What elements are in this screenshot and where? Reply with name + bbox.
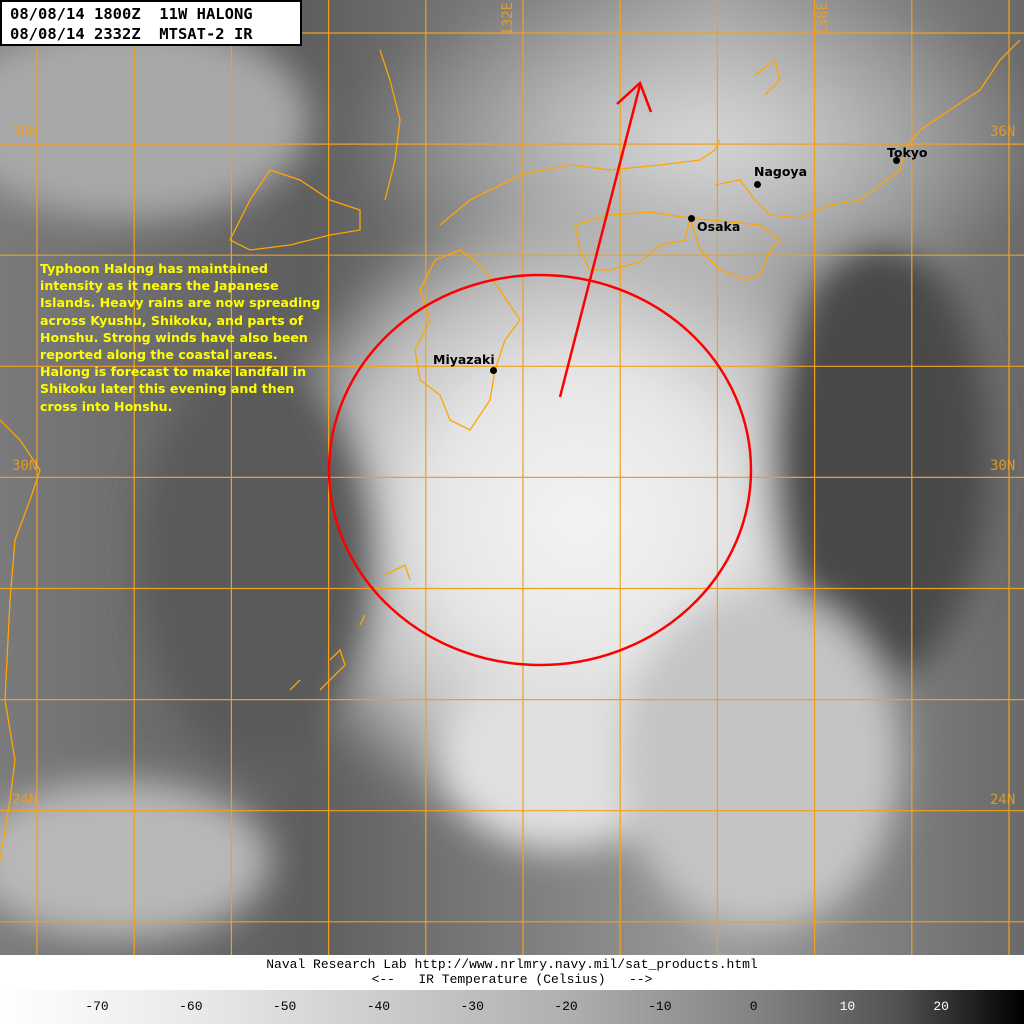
header-line-1: 08/08/14 1800Z 11W HALONG	[10, 5, 253, 23]
lon-label-138e: 138E	[815, 2, 831, 36]
storm-annotation: Typhoon Halong has maintained intensity …	[40, 261, 321, 414]
colorbar-tick-label: 10	[839, 999, 856, 1014]
colorbar-tick-label: 0	[749, 999, 758, 1014]
coastline-korea	[229, 169, 361, 251]
city-marker-icon	[893, 157, 900, 164]
coastline-kyushu	[414, 249, 521, 431]
city-marker-icon	[490, 367, 497, 374]
lat-label-36n-left: 36N	[12, 124, 38, 140]
lat-label-36n-right: 36N	[990, 124, 1016, 140]
scale-title: <-- IR Temperature (Celsius) -->	[371, 972, 653, 987]
coastline-shikoku	[574, 211, 691, 271]
coastline-china	[0, 419, 41, 861]
coastline-honshu	[439, 39, 1021, 226]
city-label-miyazaki: Miyazaki	[433, 352, 495, 367]
colorbar-tick-label: 20	[933, 999, 949, 1014]
lat-label-30n-right: 30N	[990, 458, 1016, 474]
coastline-north	[379, 49, 781, 201]
city-label-nagoya: Nagoya	[754, 164, 808, 179]
colorbar-tick-label: -10	[648, 999, 672, 1014]
coastline-ryukyu	[289, 564, 411, 691]
colorbar-tick-label: -60	[179, 999, 203, 1014]
lat-lon-grid	[0, 0, 1024, 955]
colorbar-tick-label: -20	[554, 999, 578, 1014]
temperature-colorbar	[0, 990, 1024, 1024]
header-box: 08/08/14 1800Z 11W HALONG 08/08/14 2332Z …	[0, 0, 302, 46]
header-line-2: 08/08/14 2332Z MTSAT-2 IR	[10, 25, 253, 43]
lat-label-24n-right: 24N	[990, 792, 1016, 808]
city-label-tokyo: Tokyo	[887, 145, 928, 160]
city-label-osaka: Osaka	[697, 219, 741, 234]
coastlines	[0, 39, 1021, 861]
motion-arrow-icon	[558, 80, 653, 398]
lon-label-132e: 132E	[500, 2, 516, 36]
city-marker-icon	[754, 181, 761, 188]
lat-label-24n-left: 24N	[12, 792, 38, 808]
colorbar-tick-label: -70	[85, 999, 109, 1014]
wind-radius-circle	[327, 273, 753, 667]
coastline-kii	[689, 217, 781, 281]
city-marker-icon	[688, 215, 695, 222]
map-overlay	[0, 0, 1024, 955]
credit-text: Naval Research Lab http://www.nrlmry.nav…	[266, 957, 758, 972]
colorbar-tick-label: -40	[366, 999, 391, 1014]
colorbar-tick-label: -50	[272, 999, 297, 1014]
colorbar-tick-label: -30	[460, 999, 484, 1014]
satellite-ir-image	[0, 0, 1024, 955]
lat-label-30n-left: 30N	[12, 458, 38, 474]
footer-credits: Naval Research Lab http://www.nrlmry.nav…	[0, 955, 1024, 990]
